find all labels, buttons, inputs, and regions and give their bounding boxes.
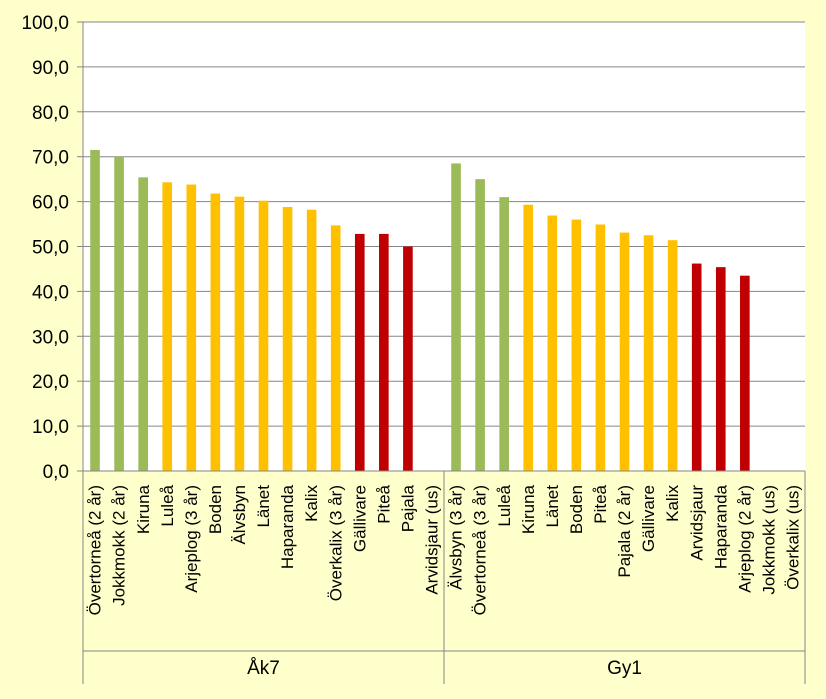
x-tick-label: Älvsbyn (3 år) (447, 485, 466, 590)
x-tick-label: Övertorneå (3 år) (471, 485, 490, 615)
bar (499, 197, 509, 472)
x-tick-label: Pajala (399, 484, 418, 532)
x-tick-label: Arvidsjaur (us) (423, 485, 442, 595)
bar (667, 240, 678, 471)
bars (90, 149, 750, 472)
x-tick-label: Arjeplog (3 år) (182, 485, 201, 593)
bar (186, 184, 197, 471)
y-tick-label: 60,0 (32, 193, 69, 214)
bar (162, 182, 173, 471)
bar (282, 206, 293, 471)
bar (114, 156, 124, 471)
y-tick-label: 90,0 (32, 58, 69, 79)
bar (595, 224, 606, 471)
x-tick-label: Övertorneå (2 år) (86, 485, 105, 615)
x-tick-label: Luleå (158, 484, 177, 526)
bar (475, 179, 485, 471)
y-tick-label: 30,0 (32, 327, 69, 348)
x-tick-label: Länet (254, 485, 273, 528)
bar (715, 267, 726, 471)
x-tick-label: Haparanda (278, 484, 297, 569)
x-tick-label: Boden (567, 485, 586, 534)
bar (691, 263, 702, 471)
x-tick-label: Boden (206, 485, 225, 534)
x-tick-label: Piteå (374, 484, 393, 523)
bar (523, 204, 534, 472)
bar (306, 209, 317, 471)
bar (379, 233, 389, 471)
y-tick-label: 50,0 (32, 238, 69, 259)
x-tick-label: Kalix (302, 485, 321, 522)
x-tick-label: Gällivare (639, 485, 658, 552)
x-tick-label: Älvsbyn (230, 485, 249, 545)
y-axis-tick-labels: 0,0 10,0 20,0 30,0 40,0 50,0 60,0 70,0 80,0 90,0 1… (21, 13, 69, 483)
bar (571, 219, 582, 471)
x-tick-label: Kalix (663, 485, 682, 522)
bar (138, 177, 148, 471)
x-tick-label: Överkalix (3 år) (326, 485, 345, 601)
x-tick-label: Haparanda (711, 484, 730, 569)
x-tick-label: Överkalix (us) (784, 485, 803, 590)
x-tick-label: Gällivare (350, 485, 369, 552)
y-tick-label: 20,0 (32, 372, 69, 393)
bar (354, 233, 365, 471)
bar (330, 225, 341, 471)
x-tick-label: Piteå (591, 484, 610, 523)
x-axis-group-labels: Åk7 Gy1 (247, 658, 642, 679)
x-tick-label: Kiruna (134, 484, 153, 534)
y-tick-label: 40,0 (32, 282, 69, 303)
bar (547, 215, 558, 471)
x-tick-label: Arjeplog (2 år) (735, 485, 754, 593)
bar (643, 235, 654, 471)
x-axis-category-labels: Övertorneå (2 år) Jokkmokk (2 år) Kiruna Lu… (86, 484, 803, 615)
y-tick-label: 0,0 (43, 462, 69, 483)
x-tick-label: Jokkmokk (us) (760, 485, 779, 595)
bar (451, 163, 461, 471)
gridlines (77, 21, 805, 472)
bar (403, 246, 413, 471)
x-tick-label: Jokkmokk (2 år) (110, 485, 129, 606)
bar (740, 275, 750, 471)
bar (210, 193, 221, 471)
bar (619, 232, 630, 471)
x-tick-label: Kiruna (519, 484, 538, 534)
bar (90, 149, 100, 471)
bar (258, 200, 269, 471)
y-tick-label: 10,0 (32, 417, 69, 438)
group-label: Åk7 (247, 658, 280, 679)
x-tick-label: Arvidsjaur (687, 485, 706, 561)
group-label: Gy1 (607, 658, 642, 679)
y-tick-label: 80,0 (32, 103, 69, 124)
y-tick-label: 100,0 (21, 13, 69, 34)
x-tick-label: Luleå (495, 484, 514, 526)
x-tick-label: Pajala (2 år) (615, 485, 634, 578)
y-tick-label: 70,0 (32, 148, 69, 169)
x-tick-label: Länet (543, 485, 562, 528)
bar (234, 196, 245, 471)
axes (82, 22, 806, 684)
